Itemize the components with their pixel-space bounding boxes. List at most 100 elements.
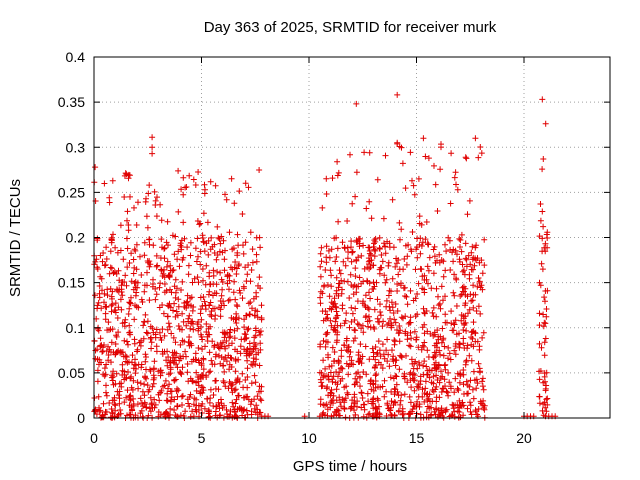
data-point: [190, 401, 197, 408]
data-point: [346, 353, 353, 360]
data-point: [451, 292, 458, 299]
data-point: [169, 267, 176, 274]
data-point: [146, 386, 153, 393]
data-point: [227, 333, 234, 340]
data-point: [175, 208, 182, 215]
data-point: [464, 405, 471, 412]
data-point: [232, 259, 239, 265]
data-point: [174, 393, 181, 400]
data-point: [451, 389, 458, 396]
data-point: [382, 250, 389, 257]
data-point: [148, 401, 155, 408]
data-point: [451, 174, 458, 181]
data-point: [164, 326, 171, 333]
data-point: [423, 363, 430, 370]
data-point: [195, 402, 202, 409]
data-point: [178, 287, 184, 293]
data-point: [351, 317, 358, 323]
data-point: [115, 267, 122, 274]
data-point: [211, 361, 218, 368]
data-point: [187, 391, 194, 398]
data-point: [139, 388, 146, 395]
data-point: [542, 387, 549, 394]
data-point: [351, 394, 358, 401]
data-point: [228, 175, 235, 182]
data-point: [393, 373, 400, 380]
data-point: [129, 386, 136, 393]
data-point: [129, 352, 136, 359]
data-point: [165, 320, 172, 327]
data-point: [451, 347, 458, 354]
data-point: [193, 369, 200, 376]
data-point: [201, 405, 208, 412]
data-point: [232, 296, 239, 303]
data-point: [94, 237, 101, 244]
data-point: [125, 341, 131, 348]
data-point: [142, 374, 149, 381]
data-point: [334, 172, 341, 179]
data-point: [129, 406, 135, 413]
data-point: [175, 167, 182, 174]
data-point: [220, 237, 227, 244]
data-point: [543, 408, 550, 415]
data-point: [352, 411, 359, 418]
data-point: [158, 267, 165, 274]
data-point: [324, 384, 331, 390]
data-point: [377, 353, 384, 360]
data-point: [197, 261, 204, 268]
data-point: [257, 346, 264, 353]
data-point: [126, 299, 133, 306]
data-point: [177, 370, 184, 377]
data-point: [158, 236, 165, 243]
data-point: [153, 213, 160, 220]
data-point: [353, 283, 360, 290]
data-point: [153, 291, 160, 298]
data-point: [539, 235, 546, 242]
data-point: [253, 402, 260, 409]
data-point: [343, 383, 350, 390]
data-point: [235, 392, 242, 399]
data-point: [327, 267, 334, 274]
data-point: [396, 143, 403, 150]
data-point: [379, 258, 386, 265]
data-point: [182, 348, 189, 355]
data-point: [478, 282, 485, 289]
data-point: [215, 344, 222, 351]
data-point: [371, 306, 378, 313]
data-point: [349, 249, 356, 256]
data-point: [383, 276, 390, 283]
data-point: [137, 253, 143, 260]
data-point: [462, 285, 469, 292]
data-point: [343, 310, 350, 317]
data-point: [433, 285, 440, 292]
data-point: [164, 258, 171, 265]
data-point: [226, 413, 232, 420]
data-point: [154, 194, 160, 201]
data-point: [187, 413, 194, 420]
data-point: [347, 405, 354, 412]
data-point: [234, 249, 241, 256]
data-point: [341, 406, 348, 412]
data-point: [407, 411, 414, 418]
data-point: [345, 371, 352, 378]
data-point: [205, 251, 212, 258]
data-point: [469, 243, 476, 250]
data-point: [425, 395, 432, 402]
data-point: [148, 334, 154, 341]
data-point: [257, 285, 264, 292]
data-point: [412, 266, 419, 273]
data-point: [404, 301, 411, 308]
data-point: [199, 346, 206, 353]
data-point: [328, 272, 335, 279]
data-point: [414, 383, 421, 390]
data-point: [205, 325, 212, 332]
data-point: [132, 362, 139, 369]
data-point: [463, 378, 470, 385]
data-point: [396, 338, 403, 345]
data-point: [177, 341, 184, 348]
data-point: [420, 362, 427, 369]
data-point: [210, 403, 217, 409]
data-point: [454, 370, 461, 377]
data-point: [232, 357, 239, 364]
data-point: [358, 404, 365, 411]
